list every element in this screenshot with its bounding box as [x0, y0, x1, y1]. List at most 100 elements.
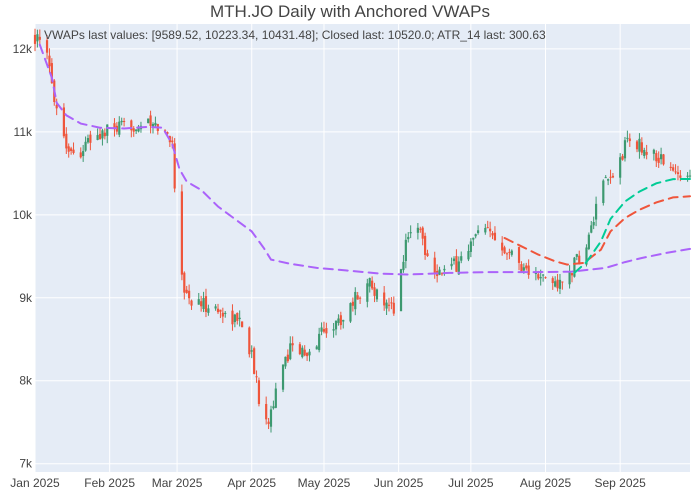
candlestick	[86, 134, 90, 144]
candlestick	[551, 276, 554, 290]
candlestick	[356, 291, 359, 300]
candlestick	[306, 352, 309, 361]
candlestick	[38, 29, 41, 46]
plot-area	[35, 24, 690, 472]
y-tick-label: 12k	[13, 42, 33, 56]
candlestick	[638, 133, 641, 159]
candlestick	[556, 273, 559, 292]
candlestick	[315, 345, 318, 350]
candlestick	[558, 273, 562, 295]
x-tick-label: Apr 2025	[227, 476, 276, 490]
candlestick	[216, 303, 220, 315]
candlestick	[489, 221, 492, 238]
candlestick	[561, 281, 564, 290]
candlestick	[298, 342, 301, 356]
x-tick-label: Feb 2025	[84, 476, 135, 490]
candlestick	[474, 233, 477, 239]
candlestick	[358, 296, 362, 304]
candlestick	[517, 246, 521, 271]
candlestick	[354, 287, 357, 316]
candlestick	[426, 249, 429, 257]
candlestick	[640, 137, 643, 156]
x-tick-label: Jul 2025	[448, 476, 494, 490]
candlestick	[284, 356, 287, 369]
candlestick	[655, 150, 658, 167]
candlestick	[635, 140, 639, 153]
candlestick	[231, 304, 234, 331]
x-tick-label: Jun 2025	[374, 476, 424, 490]
candlestick	[602, 179, 605, 206]
candlestick	[611, 172, 615, 179]
candlestick	[337, 314, 340, 326]
candlestick	[525, 262, 528, 271]
candlestick	[272, 400, 275, 410]
candlestick	[233, 313, 236, 328]
vwap-lines	[38, 43, 691, 276]
candlestick	[72, 142, 75, 155]
candlestick	[575, 253, 578, 261]
candlestick	[96, 128, 99, 141]
candlestick	[48, 48, 51, 73]
candlestick	[590, 221, 593, 234]
candlestick	[491, 231, 494, 240]
candlestick	[318, 327, 321, 353]
candlestick	[392, 296, 395, 316]
candlestick	[554, 276, 557, 288]
candlestick	[421, 226, 424, 246]
candlestick	[120, 117, 123, 126]
candlestick	[390, 297, 393, 310]
candlestick	[657, 151, 660, 168]
x-tick-label: Aug 2025	[520, 476, 572, 490]
candlestick	[578, 250, 581, 265]
candlestick	[503, 245, 506, 255]
candlestick	[308, 348, 311, 362]
candlestick	[371, 276, 374, 291]
candlestick	[452, 256, 456, 265]
candlestick	[267, 417, 270, 430]
candlestick	[484, 223, 487, 235]
candlestick	[573, 256, 576, 278]
candlestick	[467, 244, 470, 262]
candlestick	[674, 164, 677, 175]
chart-title: MTH.JO Daily with Anchored VWAPs	[210, 2, 490, 21]
candlestick	[281, 364, 285, 393]
candlestick	[419, 226, 422, 233]
y-tick-label: 11k	[14, 125, 33, 139]
candlestick	[493, 226, 497, 241]
candlestick	[274, 382, 277, 409]
candlestick	[188, 284, 191, 305]
candlestick	[486, 220, 489, 229]
candlestick	[89, 130, 92, 151]
candlestick	[438, 266, 441, 276]
candlestick	[626, 130, 629, 143]
candlestick	[375, 288, 379, 302]
candlestick	[325, 322, 328, 338]
candlestick	[339, 311, 342, 330]
candlestick	[147, 118, 150, 124]
candlestick	[62, 103, 65, 139]
candlestick	[570, 272, 574, 283]
y-tick-label: 7k	[19, 457, 33, 471]
candlestick	[257, 377, 261, 407]
candlestick	[248, 326, 251, 358]
candlestick	[45, 34, 49, 60]
candlestick	[79, 147, 82, 159]
candlestick	[660, 147, 663, 165]
candlestick	[676, 165, 680, 181]
candlestick	[70, 146, 73, 155]
candlestick	[662, 153, 665, 166]
candlestick	[33, 28, 37, 52]
y-axis: 7k 8k 9k 10k 11k 12k	[13, 42, 33, 471]
candlestick	[118, 116, 121, 138]
candlestick	[180, 184, 183, 281]
candlestick	[472, 237, 475, 246]
candlestick	[628, 133, 631, 147]
candlestick	[250, 345, 253, 359]
candlestick	[185, 285, 188, 294]
candlestick	[135, 129, 138, 135]
candlestick	[508, 248, 511, 260]
candlestick	[286, 349, 289, 363]
candlestick	[373, 282, 376, 303]
y-tick-label: 10k	[13, 208, 33, 222]
